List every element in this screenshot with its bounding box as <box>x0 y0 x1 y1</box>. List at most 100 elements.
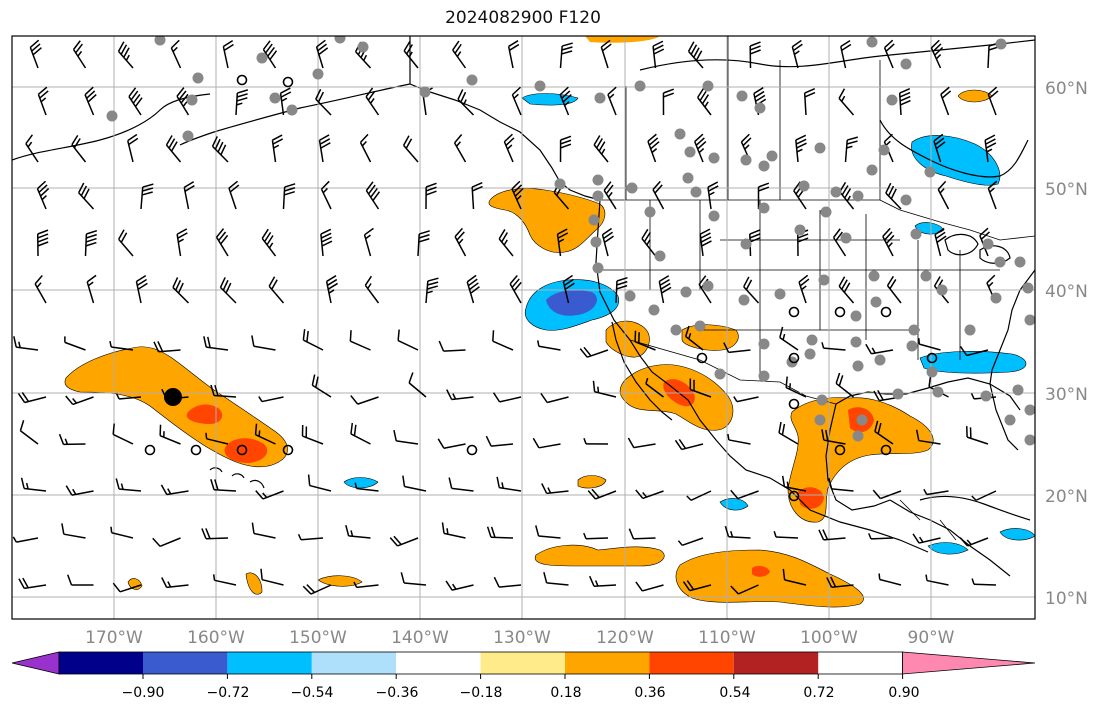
wind-barb <box>588 575 617 587</box>
fill-arctic-orange <box>957 89 993 103</box>
wind-barb <box>320 180 332 210</box>
station-open-circle <box>236 444 248 456</box>
colorbar-extend-min <box>11 651 60 675</box>
wind-barb <box>353 581 379 589</box>
wind-barb <box>492 330 514 351</box>
wind-barb <box>397 329 419 351</box>
fill-baja-north <box>605 320 650 358</box>
wind-barb <box>652 180 665 210</box>
wind-barb <box>170 39 182 69</box>
station-dot <box>592 190 604 202</box>
precip-fill-layer <box>64 36 1035 608</box>
station-dot <box>866 164 878 176</box>
wind-barb <box>662 88 675 116</box>
station-dot <box>357 41 369 53</box>
station-dot <box>932 386 944 398</box>
wind-barb <box>971 490 997 501</box>
fill-tropical-band <box>534 544 665 567</box>
latitude-axis-labels: 60°N 50°N 40°N 30°N 20°N 10°N <box>1045 79 1088 609</box>
wind-barb <box>365 181 381 210</box>
station-dot <box>850 336 862 348</box>
station-dot <box>626 182 638 194</box>
wind-barb <box>446 389 474 401</box>
border-central-america <box>899 499 957 541</box>
wind-barb <box>135 275 148 304</box>
station-dot <box>910 228 922 240</box>
wind-barb <box>471 181 483 210</box>
station-dot <box>1024 404 1035 416</box>
wind-barb <box>882 227 895 257</box>
colorbar-tick-label: 0.54 <box>719 685 750 701</box>
wind-barb <box>34 274 47 304</box>
wind-barb <box>115 393 142 400</box>
wind-barb <box>600 39 612 69</box>
lat-label: 20°N <box>1045 487 1088 507</box>
wind-barb <box>509 274 522 304</box>
station-dot <box>634 80 646 92</box>
wind-barb <box>318 134 331 163</box>
wind-barb <box>511 180 524 210</box>
wind-barb <box>350 395 379 405</box>
station-dot <box>708 210 720 222</box>
wind-barb <box>364 275 380 304</box>
station-dot <box>870 296 882 308</box>
wind-barb <box>677 537 704 547</box>
station-dot <box>794 224 806 236</box>
station-dot <box>886 94 898 106</box>
wind-barb <box>215 228 229 257</box>
wind-barb <box>350 422 371 445</box>
wind-barb <box>778 421 799 445</box>
station-dot <box>702 80 714 92</box>
station-dot <box>590 236 602 248</box>
station-dot <box>908 324 920 336</box>
wind-barb <box>840 39 852 69</box>
wind-barb <box>730 584 759 595</box>
wind-barb <box>117 41 134 69</box>
wind-barb <box>912 533 941 544</box>
wind-barb <box>579 346 609 358</box>
wind-barb <box>363 227 374 257</box>
station-markers-layer <box>106 36 1035 502</box>
wind-barb <box>791 39 803 69</box>
station-dot <box>1014 256 1026 268</box>
wind-barb <box>271 134 284 163</box>
wind-barb <box>262 40 278 69</box>
wind-barb <box>258 396 284 403</box>
colorbar-tick-labels: −0.90 −0.72 −0.54 −0.36 −0.18 0.18 0.36 … <box>122 685 920 701</box>
wind-barb <box>839 182 855 210</box>
station-dot <box>990 292 1002 304</box>
fill-small-orange-2 <box>127 578 143 590</box>
wind-barb <box>425 277 439 304</box>
wind-barb <box>934 227 947 257</box>
wind-barb <box>583 437 609 445</box>
wind-barb <box>438 340 466 352</box>
wind-barb <box>937 180 950 210</box>
station-dot <box>814 414 826 426</box>
wind-barb <box>878 573 902 586</box>
station-dot <box>106 110 118 122</box>
station-dot <box>892 388 904 400</box>
wind-barb <box>503 133 515 163</box>
station-dot <box>182 130 194 142</box>
wind-barb <box>466 274 480 304</box>
wind-barb <box>282 183 296 210</box>
wind-barb <box>652 40 665 69</box>
wind-barb <box>210 479 237 492</box>
colorbar-tick-label: 0.18 <box>550 685 581 701</box>
lon-label: 110°W <box>698 628 756 648</box>
wind-barb <box>556 228 569 257</box>
coastlines-layer <box>12 36 1035 577</box>
station-dot <box>334 36 346 44</box>
station-open-circle <box>696 352 708 364</box>
wind-barb <box>634 330 656 351</box>
wind-barb <box>302 329 324 351</box>
wind-barb <box>165 135 182 163</box>
wind-barb <box>923 488 949 496</box>
station-dot <box>866 36 878 48</box>
wind-barb <box>152 537 181 548</box>
wind-barb <box>674 438 704 451</box>
wind-barb <box>219 277 237 304</box>
station-dot <box>648 304 660 316</box>
colorbar-swatch <box>396 652 481 674</box>
wind-barb <box>279 87 292 116</box>
